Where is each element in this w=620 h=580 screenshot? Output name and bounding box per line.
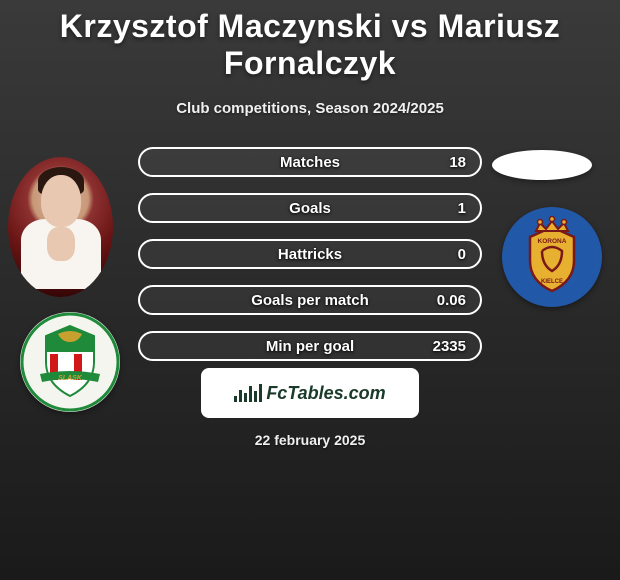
stat-value: 0.06 [437, 292, 466, 309]
stat-row-goals: Goals 1 [138, 193, 482, 223]
svg-text:KIELCE: KIELCE [541, 279, 563, 285]
comparison-title: Krzysztof Maczynski vs Mariusz Fornalczy… [0, 0, 620, 82]
stat-value: 1 [458, 200, 466, 217]
club-logo-left: SLASK [20, 312, 120, 412]
watermark-text: FcTables.com [266, 383, 385, 404]
comparison-date: 22 february 2025 [255, 432, 366, 448]
svg-text:KORONA: KORONA [538, 238, 567, 245]
stat-label: Goals per match [251, 292, 369, 309]
bar-chart-icon [234, 384, 262, 402]
player-right-placeholder [492, 150, 592, 180]
stat-value: 0 [458, 246, 466, 263]
svg-text:SLASK: SLASK [58, 375, 83, 382]
stat-label: Goals [289, 200, 331, 217]
stat-row-min-per-goal: Min per goal 2335 [138, 331, 482, 361]
stat-value: 2335 [433, 338, 466, 355]
stat-row-hattricks: Hattricks 0 [138, 239, 482, 269]
stat-label: Matches [280, 154, 340, 171]
player-left-photo [8, 157, 113, 297]
stat-label: Hattricks [278, 246, 342, 263]
stat-row-matches: Matches 18 [138, 147, 482, 177]
watermark-badge: FcTables.com [201, 368, 419, 418]
stat-label: Min per goal [266, 338, 354, 355]
comparison-subtitle: Club competitions, Season 2024/2025 [0, 100, 620, 117]
stat-row-goals-per-match: Goals per match 0.06 [138, 285, 482, 315]
stat-value: 18 [449, 154, 466, 171]
stats-column: Matches 18 Goals 1 Hattricks 0 Goals per… [138, 147, 482, 377]
club-logo-right: KORONA KIELCE [502, 207, 602, 307]
